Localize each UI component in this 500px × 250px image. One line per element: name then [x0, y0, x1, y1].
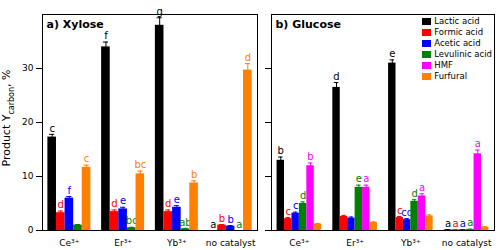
svg-text:b: b [191, 169, 197, 180]
svg-text:cd: cd [401, 206, 414, 218]
svg-text:a: a [452, 218, 458, 229]
svg-text:c: c [293, 200, 299, 211]
svg-text:c: c [397, 204, 403, 216]
svg-text:no catalyst: no catalyst [442, 238, 492, 248]
svg-text:e: e [174, 194, 180, 205]
html-text:HMF: HMF [434, 60, 453, 70]
svg-text:a: a [467, 217, 473, 228]
svg-text:a: a [236, 219, 242, 230]
svg-text:a: a [363, 173, 369, 184]
svg-text:b) Glucose: b) Glucose [276, 18, 341, 31]
svg-text:a) Xylose: a) Xylose [47, 18, 104, 31]
svg-text:b: b [219, 213, 225, 224]
svg-text:d: d [333, 71, 339, 82]
svg-text:d: d [111, 198, 117, 209]
svg-text:10: 10 [22, 171, 34, 181]
svg-text:e: e [120, 195, 126, 206]
html-text:Lactic acid: Lactic acid [434, 16, 480, 26]
svg-text:Ce³⁺: Ce³⁺ [59, 238, 79, 248]
html-text:Product Y: Product Y [0, 114, 14, 167]
svg-text:b: b [307, 151, 313, 162]
svg-text:Yb³⁺: Yb³⁺ [400, 238, 421, 248]
svg-text:d: d [411, 188, 417, 199]
svg-text:b: b [278, 145, 284, 156]
svg-text:ab: ab [179, 216, 192, 228]
svg-text:d: d [58, 199, 64, 210]
html-text:Furfural: Furfural [434, 71, 467, 81]
svg-text:30: 30 [22, 63, 34, 73]
svg-text:a: a [419, 182, 425, 193]
svg-text:bc: bc [125, 215, 138, 227]
svg-text:bc: bc [134, 159, 146, 170]
svg-text:e: e [389, 48, 395, 59]
svg-text:Er³⁺: Er³⁺ [114, 238, 132, 248]
svg-text:c: c [84, 153, 90, 164]
svg-text:a: a [460, 218, 466, 229]
svg-text:b: b [227, 214, 233, 225]
html-text:carbon: carbon [6, 86, 16, 115]
html-text:Formic acid: Formic acid [434, 27, 484, 37]
svg-text:Er³⁺: Er³⁺ [346, 238, 364, 248]
svg-text:20: 20 [22, 117, 34, 127]
svg-text:d: d [245, 52, 251, 63]
svg-text:c: c [285, 206, 291, 217]
svg-text:f: f [68, 185, 72, 196]
svg-text:Ce³⁺: Ce³⁺ [289, 238, 309, 248]
svg-text:Yb³⁺: Yb³⁺ [166, 238, 187, 248]
svg-text:d: d [300, 190, 306, 201]
svg-text:a: a [475, 138, 481, 149]
svg-text:g: g [156, 6, 162, 17]
svg-text:a: a [445, 218, 451, 229]
svg-text:d: d [165, 198, 171, 209]
svg-text:c: c [49, 123, 55, 134]
svg-text:a: a [210, 219, 216, 230]
svg-text:f: f [104, 30, 108, 41]
svg-text:e: e [356, 173, 362, 184]
svg-text:0: 0 [28, 225, 34, 235]
svg-text:no catalyst: no catalyst [206, 238, 256, 248]
html-text:Levulinic acid: Levulinic acid [434, 49, 492, 59]
html-text:Acetic acid: Acetic acid [434, 38, 481, 48]
